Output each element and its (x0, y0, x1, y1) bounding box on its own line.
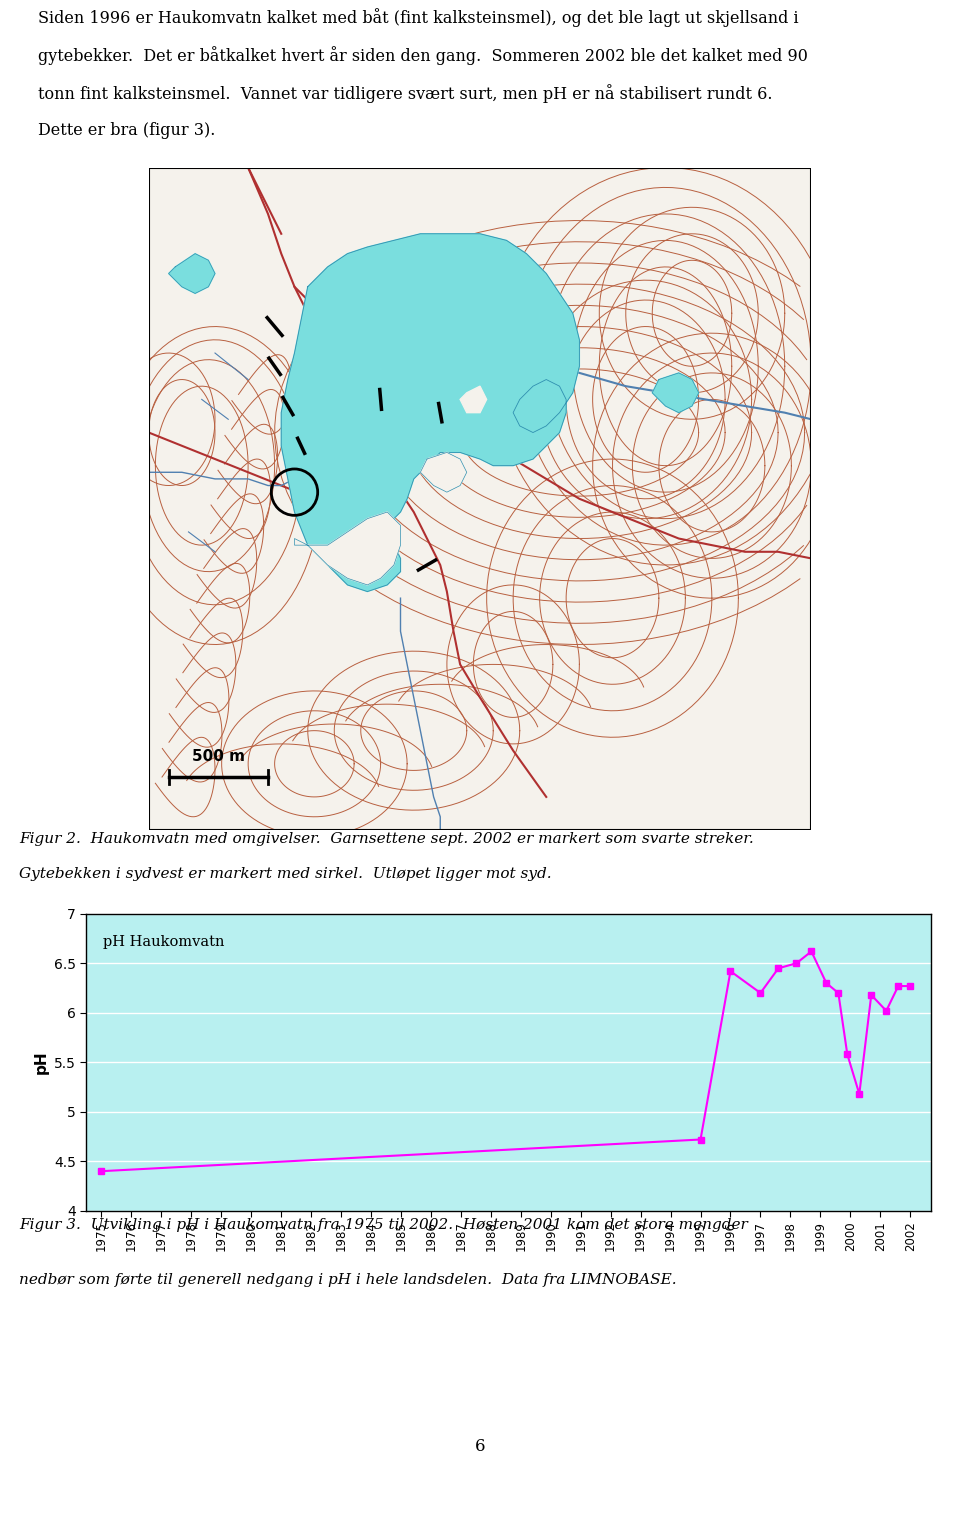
Text: tonn fint kalksteinsmel.  Vannet var tidligere svært surt, men pH er nå stabilis: tonn fint kalksteinsmel. Vannet var tidl… (38, 84, 773, 102)
Polygon shape (281, 233, 580, 591)
Text: Figur 3.  Utvikling i pH i Haukomvatn fra 1975 til 2002.  Høsten 2001 kom det st: Figur 3. Utvikling i pH i Haukomvatn fra… (19, 1218, 748, 1232)
Text: pH Haukomvatn: pH Haukomvatn (104, 935, 225, 949)
Polygon shape (169, 254, 215, 294)
Polygon shape (295, 512, 400, 585)
Text: Gytebekken i sydvest er markert med sirkel.  Utløpet ligger mot syd.: Gytebekken i sydvest er markert med sirk… (19, 867, 552, 880)
Text: 500 m: 500 m (192, 749, 245, 765)
Polygon shape (652, 373, 699, 413)
Text: gytebekker.  Det er båtkalket hvert år siden den gang.  Sommeren 2002 ble det ka: gytebekker. Det er båtkalket hvert år si… (38, 46, 808, 64)
Text: Siden 1996 er Haukomvatn kalket med båt (fint kalksteinsmel), og det ble lagt ut: Siden 1996 er Haukomvatn kalket med båt … (38, 8, 799, 26)
Text: 6: 6 (475, 1438, 485, 1456)
Polygon shape (460, 387, 487, 413)
Y-axis label: pH: pH (34, 1051, 48, 1074)
Text: Figur 2.  Haukomvatn med omgivelser.  Garnsettene sept. 2002 er markert som svar: Figur 2. Haukomvatn med omgivelser. Garn… (19, 832, 754, 845)
Text: Dette er bra (figur 3).: Dette er bra (figur 3). (38, 122, 216, 139)
Text: nedbør som førte til generell nedgang i pH i hele landsdelen.  Data fra LIMNOBAS: nedbør som førte til generell nedgang i … (19, 1273, 677, 1287)
Polygon shape (420, 452, 467, 492)
